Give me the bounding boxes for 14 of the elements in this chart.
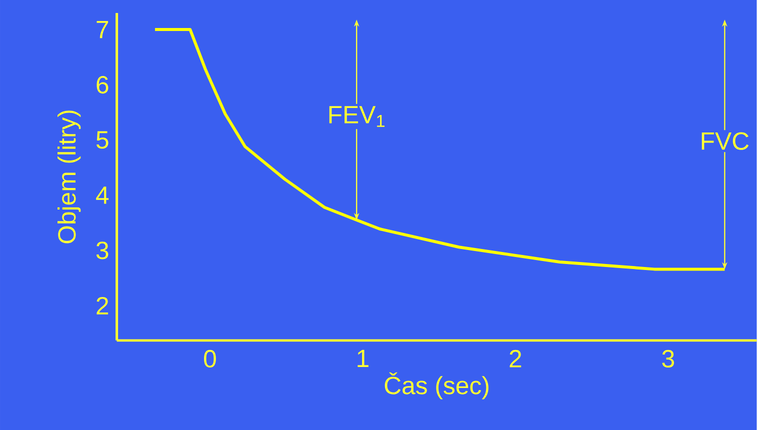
y-tick-label: 6	[96, 76, 108, 94]
y-tick-label: 2	[96, 296, 108, 314]
x-tick-label: 0	[204, 350, 216, 368]
y-tick-label: 5	[96, 131, 108, 149]
x-tick-label: 3	[662, 350, 674, 368]
annotation: FVC	[702, 132, 749, 150]
annotation: FEV$_{1}$	[329, 106, 385, 127]
x-tick-label: 1	[358, 350, 368, 367]
y-tick-label: 4	[96, 186, 109, 204]
x-tick-label: 2	[510, 350, 522, 368]
y-tick-label: 3	[96, 241, 108, 260]
y-tick-label: 7	[96, 20, 108, 38]
x-axis-title: Čas (sec)	[384, 372, 488, 400]
y-axis-title: Objem (litry)	[57, 110, 81, 244]
